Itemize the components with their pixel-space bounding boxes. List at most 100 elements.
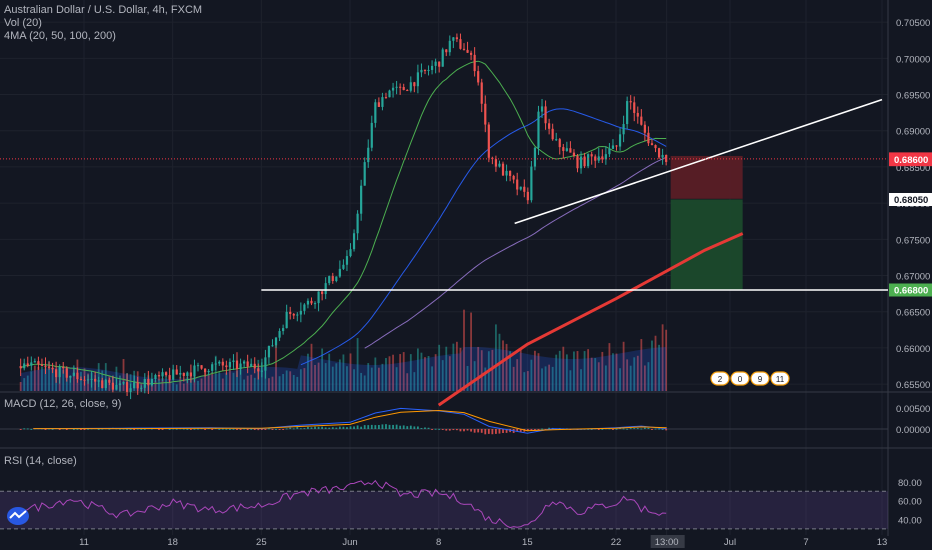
volume-bar <box>370 367 373 391</box>
volume-bar <box>548 364 551 391</box>
macd-histogram-bar <box>221 428 224 430</box>
price-axis-label: 0.67500 <box>896 235 930 246</box>
volume-bar <box>296 376 299 391</box>
macd-histogram-bar <box>23 428 26 430</box>
candle-body <box>218 361 221 364</box>
candle-body <box>94 378 97 382</box>
volume-bar <box>640 339 643 391</box>
candle-body <box>40 364 44 366</box>
macd-histogram-bar <box>193 428 196 430</box>
candle-body <box>79 379 83 381</box>
macd-histogram-bar <box>590 428 593 430</box>
candle-body <box>186 372 189 376</box>
trade-badges[interactable]: 2 0 9 11 <box>710 371 790 386</box>
candle-body <box>111 382 114 390</box>
candle-body <box>150 379 153 386</box>
macd-histogram-bar <box>257 429 260 431</box>
volume-bar <box>402 352 405 391</box>
candle-body <box>452 37 455 41</box>
candle-body <box>189 372 193 377</box>
candle-body <box>257 368 260 372</box>
volume-bar <box>438 344 441 391</box>
candle-body <box>565 148 568 151</box>
macd-histogram-bar <box>516 429 519 432</box>
volume-bar <box>197 380 199 391</box>
candle-body <box>338 268 341 277</box>
volume-bar <box>480 350 483 391</box>
candle-body <box>562 147 565 151</box>
macd-histogram-bar <box>150 428 153 430</box>
candle-body <box>228 361 232 368</box>
volume-bar <box>367 363 370 391</box>
macd-histogram-bar <box>268 428 270 430</box>
candle-body <box>23 363 26 369</box>
candle-body <box>161 372 164 377</box>
risk-reward-position[interactable] <box>670 155 743 290</box>
time-axis-label: 22 <box>611 537 622 548</box>
trade-badge-count: 0 <box>738 375 743 384</box>
volume-bar <box>310 343 313 391</box>
volume-bar <box>413 372 416 391</box>
macd-histogram-bar <box>491 429 494 435</box>
drawings[interactable] <box>0 98 888 291</box>
candle-body <box>597 156 600 161</box>
candle-body <box>83 379 86 381</box>
macd-histogram-bar <box>331 427 334 429</box>
trade-badge <box>750 371 770 386</box>
macd-histogram-bar <box>349 426 352 429</box>
volume-bar <box>516 359 519 391</box>
price-axis-label: 0.66000 <box>896 344 930 355</box>
macd-histogram-bar <box>87 428 89 430</box>
macd-histogram-bar <box>626 428 629 430</box>
volume-bar <box>523 372 526 391</box>
ma-200-line <box>437 232 744 407</box>
volume-bar <box>360 372 363 391</box>
volume-bar <box>253 377 256 391</box>
macd-histogram-bar <box>175 428 178 430</box>
volume-bar <box>186 376 189 391</box>
volume-bar <box>448 356 451 391</box>
candle-body <box>182 372 185 376</box>
macd-histogram-bar <box>548 427 551 429</box>
macd-histogram-bar <box>487 429 490 434</box>
volume-bar <box>129 374 132 391</box>
volume-bar <box>612 353 614 391</box>
volume-bar <box>477 346 480 391</box>
candle-body <box>282 328 285 332</box>
volume-bar <box>161 377 164 391</box>
macd-histogram-bar <box>406 426 409 429</box>
candle-body <box>243 361 246 364</box>
candle-body <box>118 383 122 385</box>
volume-bar <box>292 375 295 391</box>
candle-body <box>455 37 459 40</box>
macd-histogram-bar <box>463 429 465 432</box>
volume-bar <box>214 355 217 391</box>
macd-histogram-bar <box>651 429 653 430</box>
volume-bar <box>643 365 646 391</box>
candle-body <box>328 276 331 284</box>
macd-histogram-bar <box>282 429 285 430</box>
macd-histogram-bar <box>413 426 416 429</box>
trade-badge <box>770 371 790 386</box>
candle-body <box>306 300 310 305</box>
volume-bar <box>179 377 182 391</box>
candle-body <box>640 116 643 125</box>
macd-histogram-bar <box>424 427 426 429</box>
macd-histogram-bar <box>498 429 501 434</box>
candle-body <box>19 366 22 369</box>
macd-histogram-bar <box>636 428 639 430</box>
macd-histogram-bar <box>65 429 68 430</box>
volume-bar <box>456 341 458 391</box>
macd-histogram-bar <box>402 425 405 429</box>
macd-histogram-bar <box>51 428 54 430</box>
candle-body <box>129 388 132 392</box>
candle-body <box>416 72 419 87</box>
volume-bar <box>349 353 352 391</box>
macd-legend: MACD (12, 26, close, 9) <box>4 398 122 410</box>
candle-body <box>594 156 597 161</box>
macd-histogram-bar <box>278 429 281 430</box>
candle-body <box>69 375 72 378</box>
candle-body <box>260 370 263 372</box>
ma-50-line <box>300 108 667 366</box>
